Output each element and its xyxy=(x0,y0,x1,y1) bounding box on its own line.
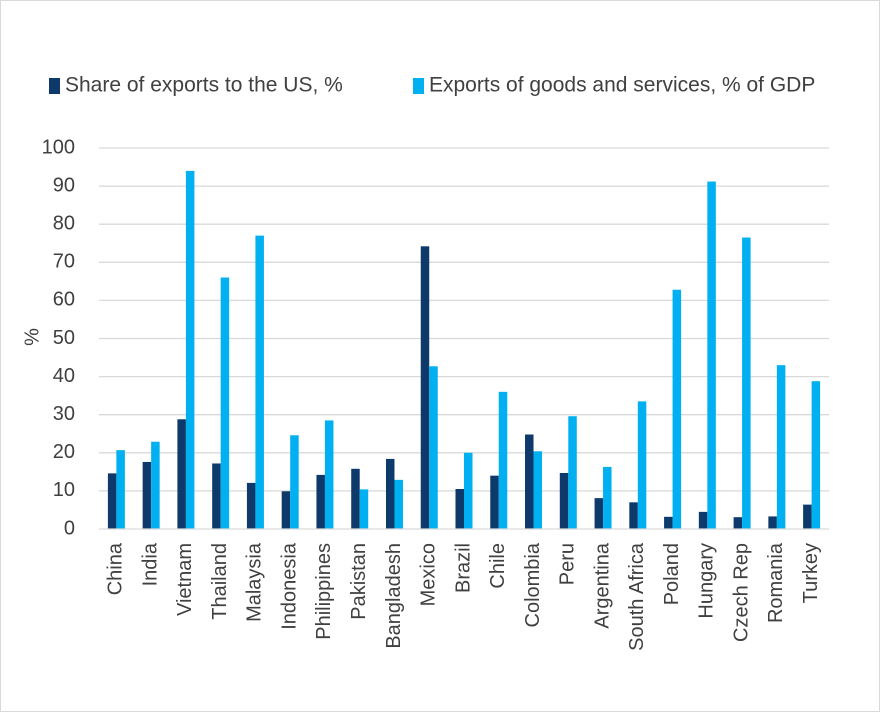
bar-share-to-us-china xyxy=(107,473,117,529)
y-tick-label: 50 xyxy=(53,327,75,349)
bar-share-to-us-poland xyxy=(664,516,673,529)
x-tick-label: India xyxy=(139,542,161,586)
bar-share-to-us-brazil xyxy=(455,489,464,529)
bar-exports-gdp-chile xyxy=(498,391,508,529)
legend-swatch xyxy=(413,78,424,94)
y-tick-label: 20 xyxy=(53,441,75,463)
bar-exports-gdp-bangladesh xyxy=(394,479,403,529)
y-tick-label: 100 xyxy=(42,136,75,158)
bar-exports-gdp-brazil xyxy=(464,452,473,529)
x-tick-label: South Africa xyxy=(626,542,648,651)
bar-exports-gdp-pakistan xyxy=(359,489,369,529)
x-tick-label: Argentina xyxy=(591,542,613,628)
x-tick-label: Romania xyxy=(765,542,787,623)
bar-exports-gdp-philippines xyxy=(324,420,334,529)
x-axis: China India Vietnam Thailand Malaysia Indones… xyxy=(99,528,829,651)
bars xyxy=(107,170,821,530)
x-tick-label: Czech Rep xyxy=(730,543,752,642)
bar-share-to-us-peru xyxy=(559,472,569,529)
x-tick-label: Chile xyxy=(487,543,509,589)
bar-share-to-us-bangladesh xyxy=(385,458,395,529)
y-tick-label: 90 xyxy=(53,174,75,196)
bar-exports-gdp-china xyxy=(116,450,125,529)
bar-share-to-us-hungary xyxy=(698,511,708,529)
bar-share-to-us-argentina xyxy=(594,498,604,529)
bar-exports-gdp-hungary xyxy=(707,181,716,529)
y-tick-label: 30 xyxy=(53,403,75,425)
bar-exports-gdp-malaysia xyxy=(255,235,264,529)
y-tick-label: 40 xyxy=(53,365,75,387)
bar-share-to-us-turkey xyxy=(803,504,812,529)
x-tick-label: Poland xyxy=(661,543,683,605)
legend: Share of exports to the US, % Exports of … xyxy=(49,74,815,97)
bar-exports-gdp-thailand xyxy=(220,277,230,529)
bar-share-to-us-pakistan xyxy=(351,468,360,529)
bar-exports-gdp-vietnam xyxy=(185,170,195,530)
bar-exports-gdp-poland xyxy=(672,289,682,529)
bar-share-to-us-india xyxy=(142,461,152,529)
x-tick-label: Hungary xyxy=(696,543,718,619)
legend-swatch xyxy=(49,78,60,94)
y-axis-label: % xyxy=(21,328,43,346)
bar-share-to-us-chile xyxy=(490,475,499,529)
y-tick-label: 10 xyxy=(53,479,75,501)
x-tick-label: Brazil xyxy=(452,543,474,593)
bar-exports-gdp-romania xyxy=(776,365,786,529)
x-tick-label: Philippines xyxy=(313,543,335,640)
x-tick-label: Thailand xyxy=(209,543,231,620)
x-tick-label: Colombia xyxy=(522,542,544,627)
y-tick-label: 60 xyxy=(53,289,75,311)
bar-share-to-us-czech-rep xyxy=(733,517,743,529)
x-tick-label: Indonesia xyxy=(278,542,300,630)
gridlines xyxy=(99,147,829,492)
x-tick-label: Peru xyxy=(557,543,579,585)
bar-exports-gdp-czech-rep xyxy=(742,237,751,529)
bar-share-to-us-philippines xyxy=(316,474,325,529)
x-tick-label: Pakistan xyxy=(348,543,370,620)
bar-exports-gdp-colombia xyxy=(533,451,543,529)
legend-label: Share of exports to the US, % xyxy=(65,74,343,97)
bar-exports-gdp-peru xyxy=(568,416,577,529)
y-axis: 0 10 20 30 40 50 60 70 80 90 100 xyxy=(42,136,75,539)
bar-exports-gdp-mexico xyxy=(429,366,438,529)
bar-share-to-us-vietnam xyxy=(177,419,186,529)
bar-share-to-us-romania xyxy=(768,516,777,529)
bar-exports-gdp-indonesia xyxy=(290,435,299,529)
bar-share-to-us-thailand xyxy=(212,463,221,529)
y-tick-label: 70 xyxy=(53,251,75,273)
x-tick-label: Vietnam xyxy=(174,543,196,616)
x-tick-label: Turkey xyxy=(800,543,822,603)
bar-exports-gdp-turkey xyxy=(811,381,821,529)
bar-share-to-us-colombia xyxy=(525,434,534,529)
y-tick-label: 0 xyxy=(64,517,75,539)
bar-exports-gdp-india xyxy=(151,441,160,529)
x-tick-label: Bangladesh xyxy=(383,543,405,649)
bar-share-to-us-mexico xyxy=(420,246,430,530)
y-tick-label: 80 xyxy=(53,212,75,234)
x-tick-label: China xyxy=(105,542,127,595)
bar-share-to-us-south-africa xyxy=(629,502,638,529)
legend-label: Exports of goods and services, % of GDP xyxy=(429,74,815,97)
bar-exports-gdp-argentina xyxy=(603,466,612,529)
x-tick-label: Mexico xyxy=(418,543,440,606)
x-tick-label: Malaysia xyxy=(244,542,266,622)
bar-exports-gdp-south-africa xyxy=(637,401,647,529)
bar-share-to-us-malaysia xyxy=(246,482,256,529)
bar-share-to-us-indonesia xyxy=(281,491,291,529)
